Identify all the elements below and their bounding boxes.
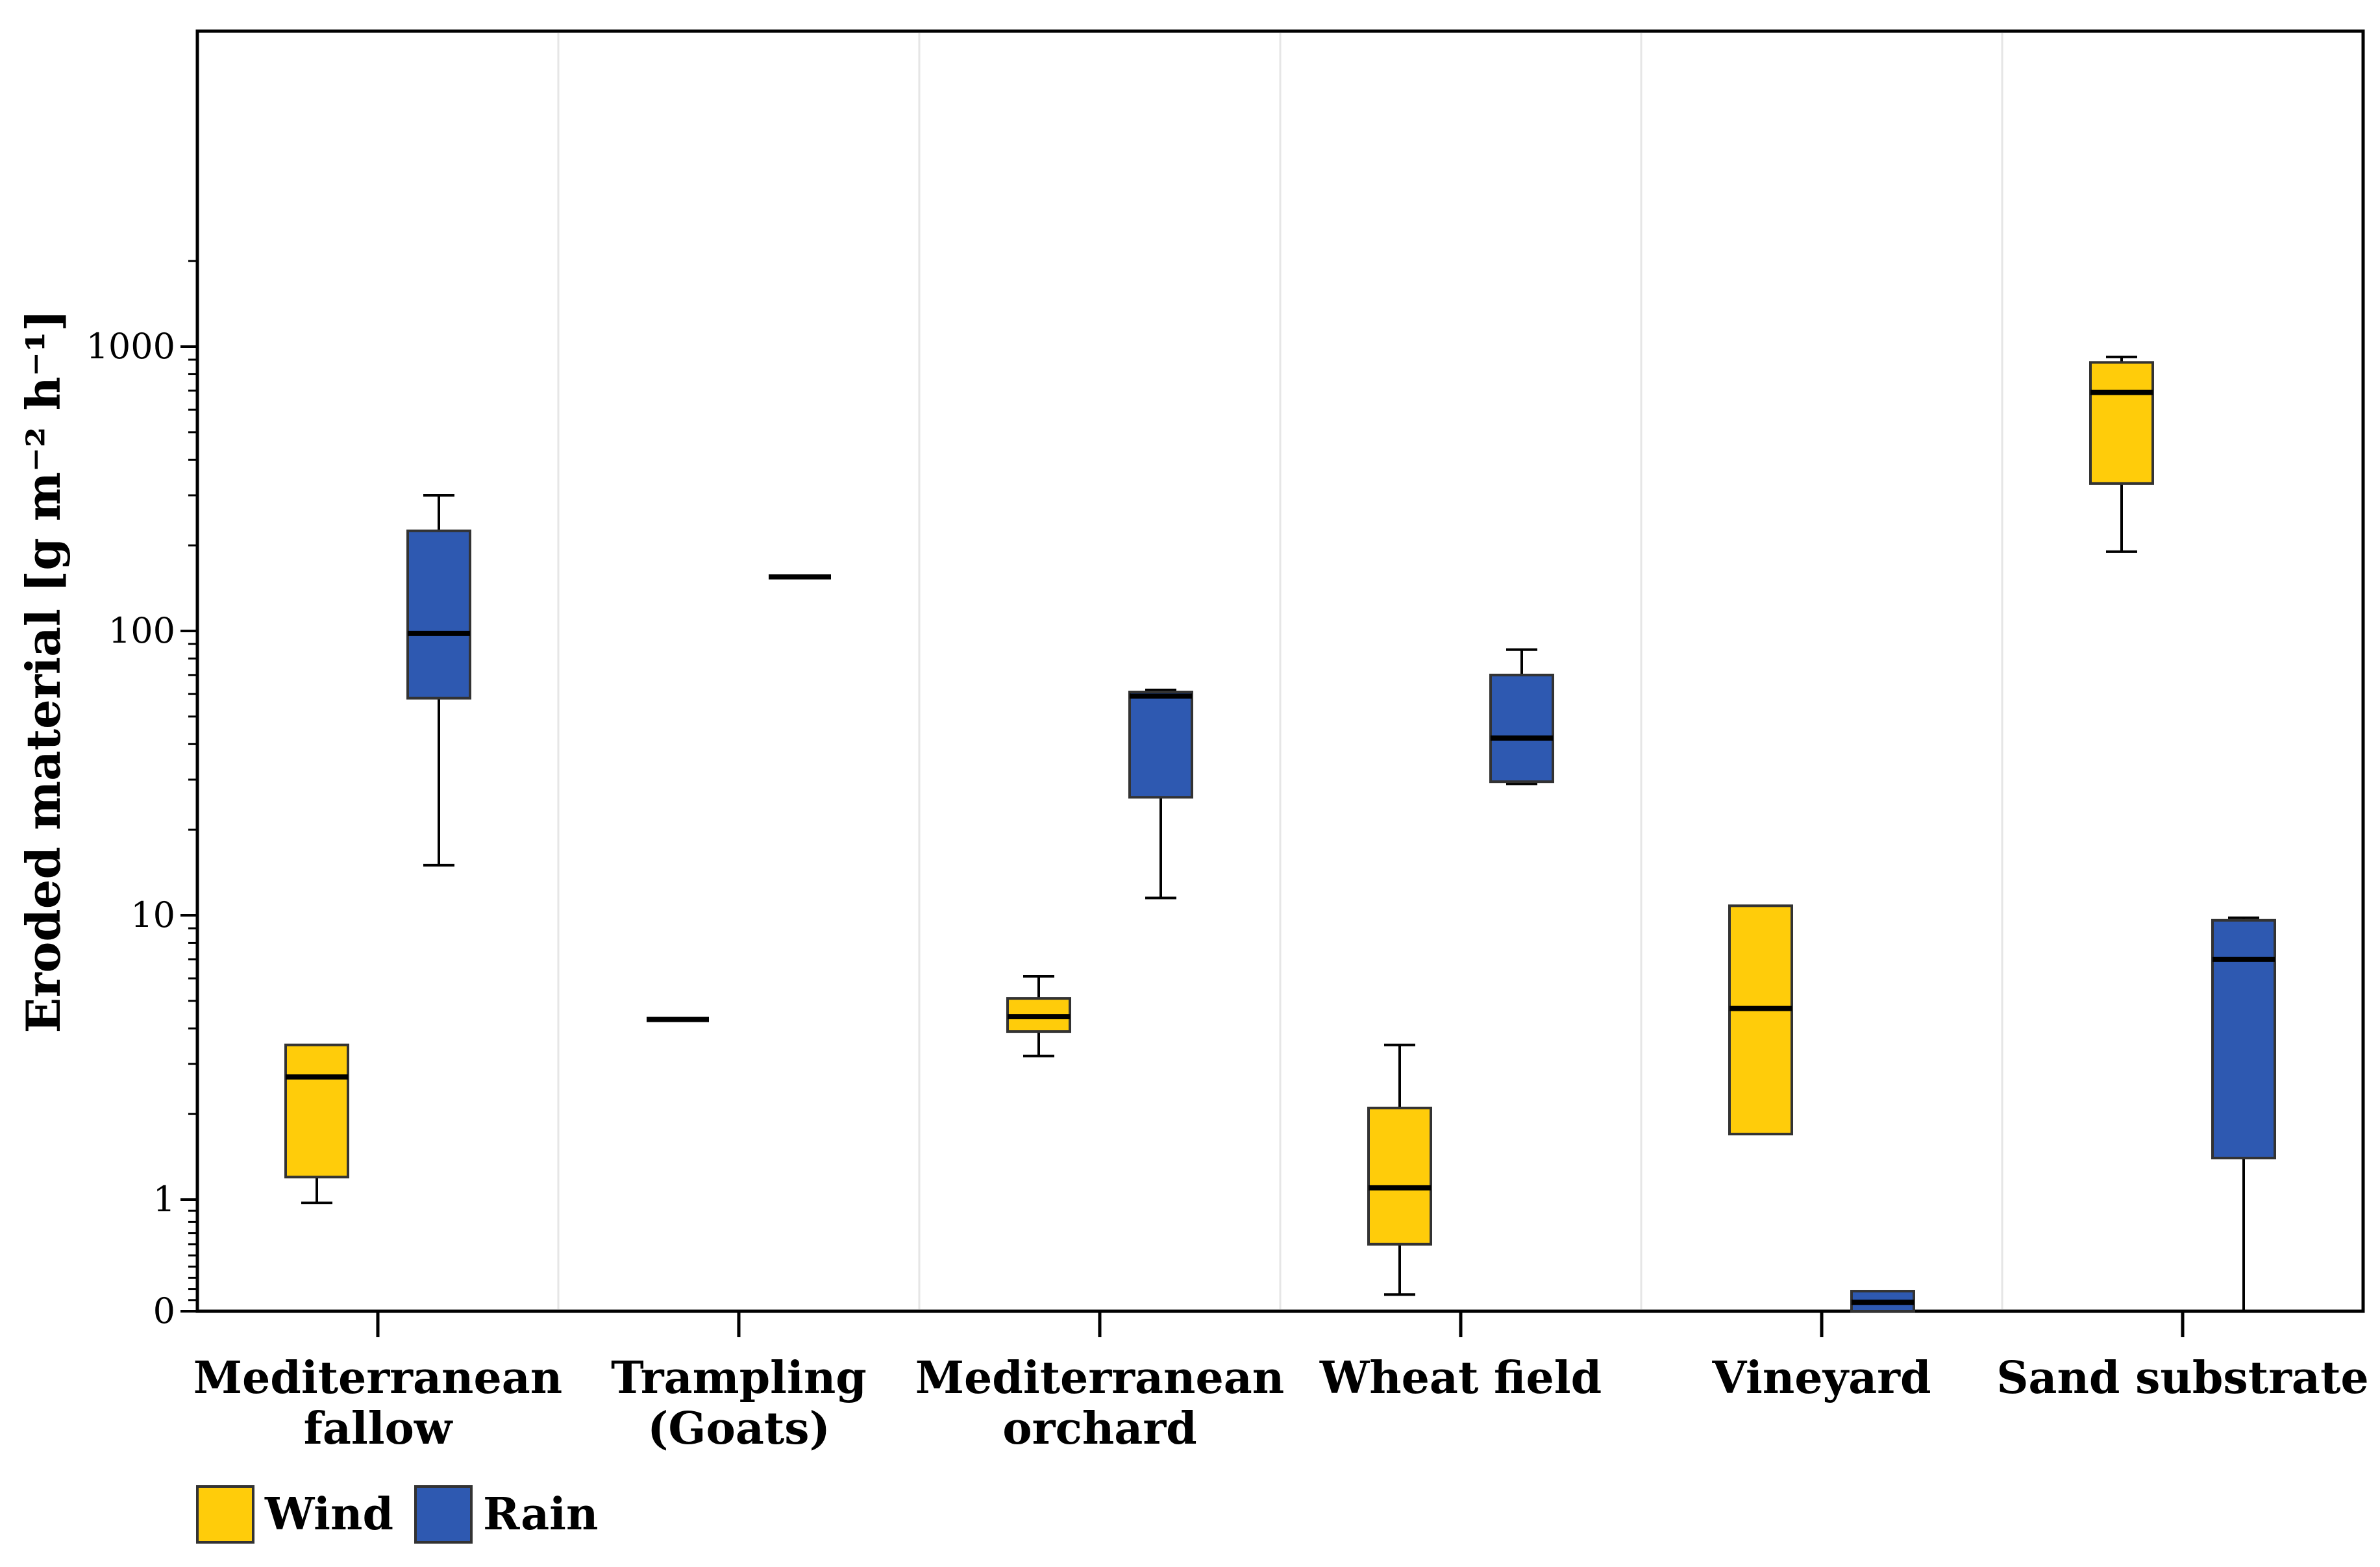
category-label-line2: fallow bbox=[304, 1403, 453, 1455]
legend-swatch-rain bbox=[414, 1485, 473, 1544]
y-tick-label: 0 bbox=[153, 1290, 175, 1331]
box-iqr bbox=[284, 1043, 349, 1179]
box-rain bbox=[1850, 1290, 1915, 1313]
box-iqr bbox=[406, 529, 471, 700]
y-tick-label: 1 bbox=[153, 1179, 175, 1220]
category-label-line2: (Goats) bbox=[647, 1403, 830, 1455]
category-label-line2: orchard bbox=[1002, 1403, 1196, 1455]
box-iqr bbox=[1128, 691, 1193, 799]
plot-frame bbox=[195, 29, 2365, 1313]
y-tick-label: 10 bbox=[130, 895, 175, 935]
box-iqr bbox=[2089, 361, 2154, 485]
box-rain bbox=[1128, 688, 1193, 900]
y-tick-label: 100 bbox=[108, 610, 175, 651]
legend-label-wind: Wind bbox=[264, 1488, 393, 1540]
box-wind bbox=[1006, 975, 1071, 1057]
category-label: Wheat field bbox=[1319, 1352, 1602, 1404]
box-wind bbox=[1367, 1043, 1432, 1296]
legend-swatch-wind bbox=[196, 1485, 254, 1544]
category-label: Sand substrate bbox=[1996, 1352, 2368, 1404]
legend-label-rain: Rain bbox=[483, 1488, 598, 1540]
legend: Wind Rain bbox=[196, 1485, 598, 1544]
box-wind bbox=[1728, 904, 1793, 1136]
box-wind bbox=[284, 1043, 349, 1205]
y-axis-title: Eroded material [g m⁻² h⁻¹] bbox=[16, 310, 71, 1033]
category-label: Vineyard bbox=[1711, 1352, 1931, 1404]
box-iqr bbox=[1367, 1106, 1432, 1246]
box-rain bbox=[1489, 648, 1554, 785]
category-label: Mediterranean bbox=[915, 1352, 1285, 1404]
box-rain bbox=[2211, 916, 2276, 1313]
y-tick-label: 1000 bbox=[86, 326, 175, 367]
y-axis: 0 1 10 100 1000 bbox=[86, 260, 197, 1331]
category-label: Mediterranean bbox=[193, 1352, 563, 1404]
boxes bbox=[284, 355, 2276, 1313]
box-iqr bbox=[1489, 673, 1554, 784]
box-rain bbox=[406, 494, 471, 867]
category-separators bbox=[557, 33, 2003, 1309]
category-label: Trampling bbox=[611, 1352, 867, 1404]
x-axis: MediterraneanfallowTrampling(Goats)Medit… bbox=[193, 1311, 2369, 1455]
box-iqr bbox=[2211, 919, 2276, 1159]
box-wind bbox=[2089, 355, 2154, 553]
box-iqr bbox=[1728, 904, 1793, 1136]
